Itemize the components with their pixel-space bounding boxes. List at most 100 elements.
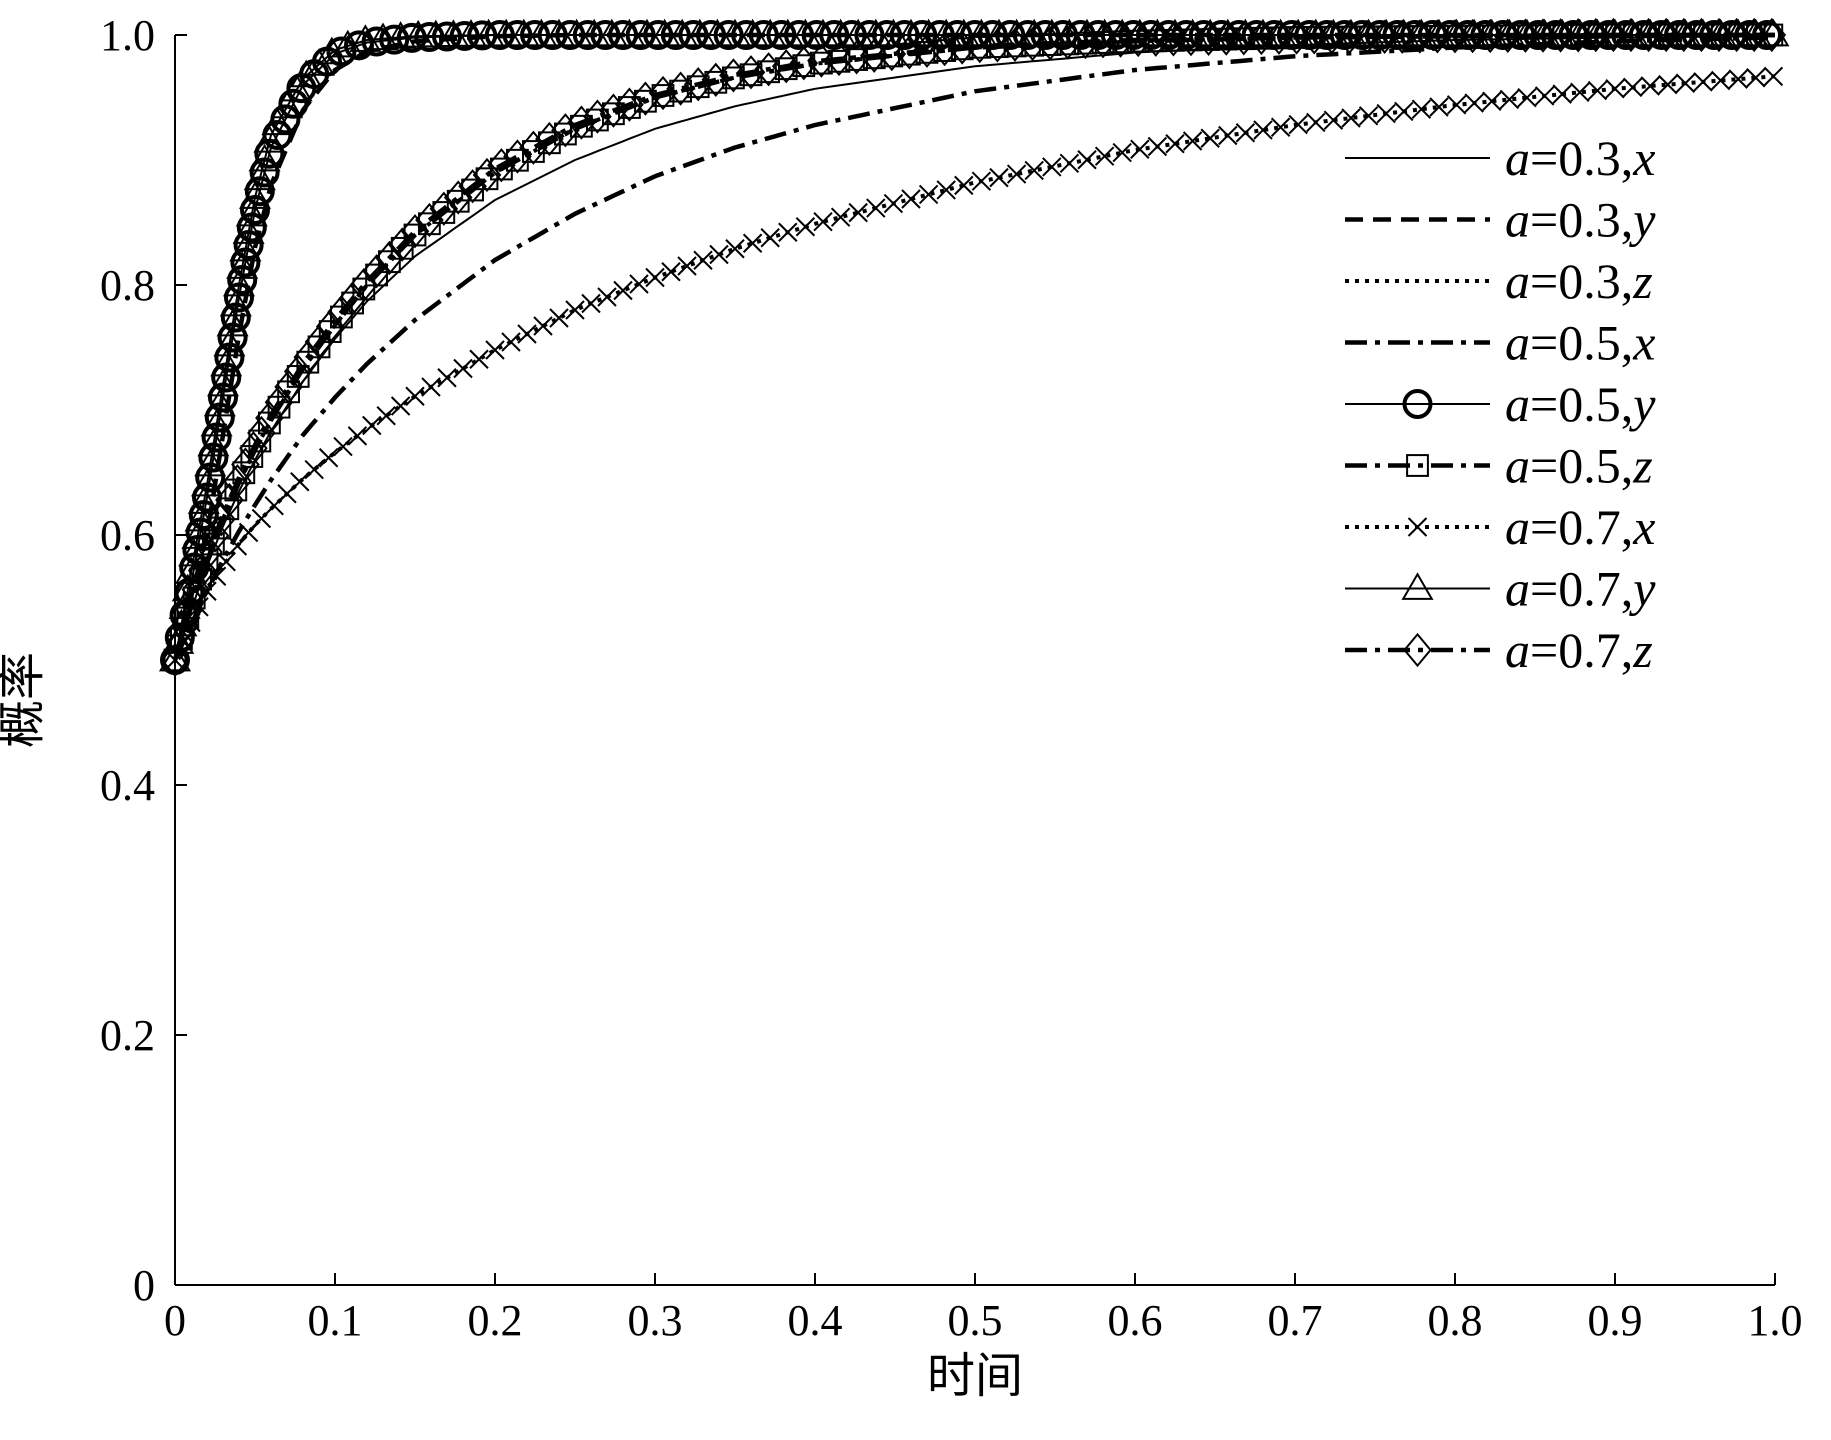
data-point (1394, 101, 1414, 122)
x-tick-label: 0.5 (948, 1296, 1003, 1345)
x-tick-label: 0.3 (628, 1296, 683, 1345)
data-point (315, 309, 345, 344)
data-point (1440, 18, 1473, 47)
data-point (181, 521, 214, 549)
x-tick-label: 0.2 (468, 1296, 523, 1345)
data-point (630, 18, 664, 47)
data-point (1341, 108, 1361, 128)
legend-item: a=0.7,x (1345, 499, 1655, 555)
data-point (400, 214, 430, 249)
data-point (912, 18, 945, 47)
data-point (936, 180, 956, 200)
data-point (1094, 146, 1115, 166)
data-point (578, 18, 611, 47)
x-tick-label: 0.7 (1268, 1296, 1323, 1345)
legend-marker (1402, 389, 1433, 419)
data-point (1534, 86, 1555, 106)
data-point (304, 324, 334, 360)
data-point (933, 39, 957, 62)
legend-marker (1407, 517, 1428, 537)
data-point (213, 328, 246, 357)
data-point (583, 99, 612, 134)
data-point (238, 181, 272, 209)
data-point (349, 24, 382, 52)
data-point (248, 143, 281, 172)
y-axis-title: 概率 (0, 652, 49, 748)
legend-label: a=0.5,x (1505, 315, 1655, 371)
data-point (1235, 123, 1256, 143)
legend-marker (1406, 454, 1429, 477)
data-point (458, 169, 487, 204)
data-point (866, 198, 886, 218)
legend-item: a=0.5,y (1345, 376, 1656, 432)
data-point (421, 377, 441, 397)
data-point (1446, 95, 1467, 115)
data-point (1123, 18, 1156, 47)
data-point (736, 55, 766, 90)
x-tick-label: 0.9 (1588, 1296, 1643, 1345)
data-point (631, 81, 660, 116)
data-point (174, 556, 208, 584)
data-point (485, 340, 505, 360)
data-point (232, 461, 256, 485)
data-point (736, 18, 769, 47)
data-point (490, 18, 523, 47)
data-point (194, 534, 223, 570)
data-point (405, 386, 425, 406)
data-point (194, 448, 227, 477)
data-point (366, 22, 400, 51)
data-point (384, 21, 417, 49)
data-point (472, 18, 505, 47)
data-point (551, 113, 580, 148)
data-point (210, 348, 243, 377)
data-point (1757, 17, 1787, 53)
data-point (232, 216, 265, 244)
data-point (1288, 114, 1308, 135)
data-point (1130, 139, 1150, 159)
data-point (376, 406, 396, 426)
data-point (362, 254, 391, 289)
data-point (894, 18, 928, 47)
data-point (231, 447, 260, 482)
data-point (1493, 18, 1526, 47)
data-point (1710, 70, 1731, 91)
data-point (200, 518, 230, 553)
data-point (1475, 18, 1508, 47)
data-point (219, 288, 252, 317)
data-point (519, 130, 548, 165)
data-point (304, 459, 324, 480)
data-point (175, 592, 204, 627)
data-point (195, 548, 219, 572)
data-point (255, 400, 284, 436)
legend-item: a=0.7,y (1345, 561, 1656, 617)
legend-item: a=0.5,x (1345, 315, 1655, 371)
data-point (216, 552, 236, 572)
data-point (203, 388, 236, 417)
data-point (806, 18, 840, 47)
data-point (677, 256, 697, 276)
data-point (954, 175, 974, 196)
data-point (701, 62, 731, 97)
data-point (533, 316, 553, 336)
data-point (1763, 66, 1784, 87)
data-point (375, 240, 404, 276)
data-point (565, 300, 585, 320)
data-point (771, 49, 801, 84)
x-axis-title: 时间 (927, 1350, 1023, 1403)
x-tick-label: 0.6 (1108, 1296, 1163, 1345)
data-point (264, 385, 294, 420)
data-point (877, 18, 910, 47)
data-point (1358, 106, 1379, 126)
data-point (443, 180, 473, 215)
data-point (549, 308, 569, 328)
data-point (333, 436, 353, 457)
data-point (789, 18, 822, 47)
data-point (290, 472, 310, 492)
data-point (1323, 110, 1344, 130)
data-point (1376, 103, 1396, 124)
data-point (760, 228, 780, 248)
legend-marker (1401, 572, 1434, 600)
y-tick-label: 0.4 (100, 761, 155, 810)
data-point (274, 369, 303, 404)
